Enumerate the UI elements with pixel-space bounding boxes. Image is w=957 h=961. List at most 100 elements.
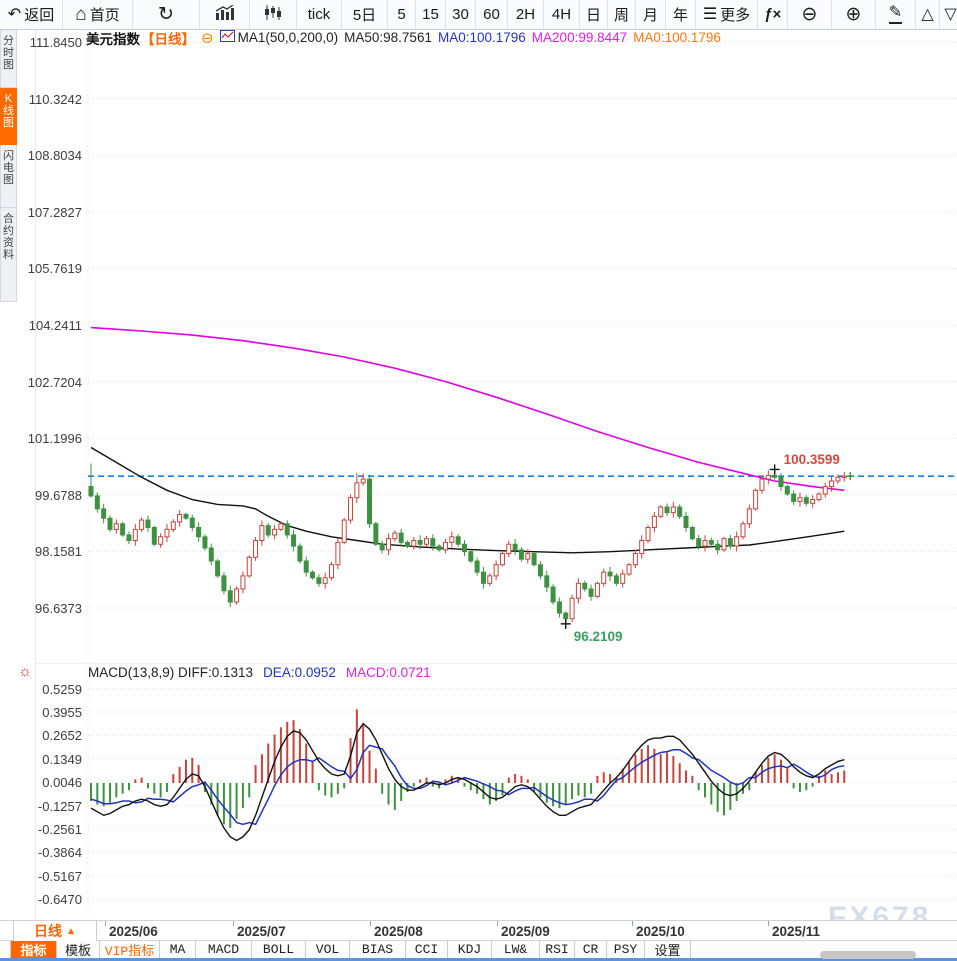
candle-body bbox=[449, 536, 455, 543]
interval-5d-button[interactable]: 5日 bbox=[342, 0, 388, 29]
month-label: 2025/11 bbox=[772, 924, 821, 939]
candle-body bbox=[398, 532, 404, 543]
sidebar-item-1[interactable]: 分时图 bbox=[0, 30, 17, 88]
candlestick-icon bbox=[264, 5, 282, 24]
home-button[interactable]: ⌂ 首页 bbox=[63, 0, 133, 29]
candle-body bbox=[164, 528, 170, 538]
candle-body bbox=[423, 538, 429, 545]
price-axis-label: 110.3242 bbox=[28, 91, 82, 107]
candle-body bbox=[658, 506, 664, 517]
zoom-in-icon: ⊕ bbox=[845, 4, 862, 25]
panel-separator bbox=[36, 663, 957, 664]
triangle-down-button[interactable]: ▽ bbox=[940, 0, 957, 29]
macd-axis-label: -0.3864 bbox=[37, 845, 82, 861]
candle-body bbox=[765, 474, 771, 480]
sidebar-item-3[interactable]: 闪电图 bbox=[0, 145, 17, 208]
indicator-button-BIAS[interactable]: BIAS bbox=[350, 941, 406, 958]
ma-settings-icon[interactable] bbox=[219, 30, 235, 45]
refresh-button[interactable]: ↻ bbox=[133, 0, 200, 29]
sidebar-item-2[interactable]: K线图 bbox=[0, 88, 17, 145]
scrollbar-thumb[interactable] bbox=[820, 951, 916, 959]
indicator-button-CR[interactable]: CR bbox=[575, 941, 607, 958]
macd-axis-label: -0.5167 bbox=[37, 868, 82, 884]
draw-tool-button[interactable]: ✎ bbox=[876, 0, 916, 29]
indicator-button-MA[interactable]: MA bbox=[160, 941, 196, 958]
interval-tick-button[interactable]: tick bbox=[297, 0, 342, 29]
ma200-value: MA200:99.8447 bbox=[531, 30, 628, 45]
interval-5-button[interactable]: 5 bbox=[388, 0, 416, 29]
indicator-fx-button[interactable]: ƒ× bbox=[758, 0, 788, 29]
interval-week-button[interactable]: 周 bbox=[608, 0, 636, 29]
candle-body bbox=[436, 545, 442, 551]
candle-body bbox=[740, 523, 746, 538]
candle-body bbox=[278, 523, 284, 530]
candle-body bbox=[816, 493, 822, 501]
interval-30-button[interactable]: 30 bbox=[446, 0, 476, 29]
candle-body bbox=[455, 536, 461, 545]
interval-year-button-label: 年 bbox=[672, 7, 688, 24]
symbol-title: 美元指数 bbox=[86, 31, 140, 47]
candle-body bbox=[202, 536, 208, 549]
zoom-out-button[interactable]: ⊖ bbox=[788, 0, 832, 29]
candle-body bbox=[575, 582, 581, 599]
candle-body bbox=[683, 515, 689, 528]
candle-body bbox=[335, 541, 341, 566]
candle-body bbox=[316, 577, 322, 584]
zoom-in-button[interactable]: ⊕ bbox=[832, 0, 876, 29]
triangle-up-button[interactable]: △ bbox=[916, 0, 940, 29]
month-label: 2025/08 bbox=[374, 924, 423, 939]
interval-month-button[interactable]: 月 bbox=[636, 0, 666, 29]
candle-body bbox=[113, 523, 119, 530]
collapse-circle-icon[interactable]: ⊖ bbox=[201, 29, 214, 47]
candle-body bbox=[120, 523, 126, 536]
candle-body bbox=[582, 582, 588, 590]
sidebar-item-4[interactable]: 合约资料 bbox=[0, 208, 17, 302]
indicator-button-设置[interactable]: 设置 bbox=[645, 941, 691, 959]
candle-body bbox=[392, 532, 398, 540]
indicator-button-指标[interactable]: 指标 bbox=[10, 941, 57, 959]
candle-body bbox=[272, 528, 278, 536]
macd-settings-icon[interactable]: ☼ bbox=[18, 663, 32, 680]
back-button[interactable]: ↶ 返回 bbox=[0, 0, 63, 29]
indicator-button-LW&[interactable]: LW& bbox=[492, 941, 540, 958]
indicator-button-BOLL[interactable]: BOLL bbox=[252, 941, 306, 958]
candle-body bbox=[664, 506, 670, 514]
candlestick-button[interactable] bbox=[250, 0, 297, 29]
indicator-button-RSI[interactable]: RSI bbox=[540, 941, 575, 958]
candle-body bbox=[88, 486, 94, 497]
interval-30-button-label: 30 bbox=[452, 6, 469, 23]
chart-header: 美元指数 【日线】 ⊖ MA1(50,0,200,0) MA50:98.7561 … bbox=[86, 29, 721, 47]
macd-axis-label: 0.0046 bbox=[42, 775, 82, 791]
price-axis-label: 108.8034 bbox=[27, 148, 82, 164]
month-tick bbox=[370, 921, 371, 926]
more-button[interactable]: ☰ 更多 bbox=[696, 0, 758, 29]
macd-axis-label: 0.2652 bbox=[42, 728, 82, 744]
interval-day-button[interactable]: 日 bbox=[580, 0, 608, 29]
macd-header: MACD(13,8,9) DIFF:0.1313 DEA:0.0952 MACD… bbox=[88, 665, 431, 680]
indicator-button-CCI[interactable]: CCI bbox=[406, 941, 448, 958]
candle-body bbox=[373, 523, 379, 545]
candle-body bbox=[727, 538, 733, 547]
column-chart-icon bbox=[215, 4, 235, 24]
candle-body bbox=[620, 573, 626, 584]
indicator-button-KDJ[interactable]: KDJ bbox=[448, 941, 492, 958]
price-axis-label: 104.2411 bbox=[28, 317, 82, 333]
candle-body bbox=[303, 560, 309, 573]
indicator-button-VIP指标[interactable]: VIP指标 bbox=[100, 941, 160, 959]
interval-15-button[interactable]: 15 bbox=[416, 0, 446, 29]
candle-body bbox=[784, 486, 790, 495]
period-selector-tab[interactable]: 日线 ▲ bbox=[13, 921, 97, 941]
column-chart-button[interactable] bbox=[200, 0, 250, 29]
interval-60-button[interactable]: 60 bbox=[476, 0, 508, 29]
interval-year-button[interactable]: 年 bbox=[666, 0, 696, 29]
candle-body bbox=[215, 560, 221, 577]
candle-body bbox=[221, 575, 227, 592]
indicator-button-MACD[interactable]: MACD bbox=[196, 941, 252, 958]
interval-2h-button[interactable]: 2H bbox=[508, 0, 544, 29]
indicator-button-VOL[interactable]: VOL bbox=[306, 941, 350, 958]
candle-body bbox=[588, 588, 594, 597]
indicator-button-PSY[interactable]: PSY bbox=[607, 941, 645, 958]
interval-4h-button[interactable]: 4H bbox=[544, 0, 580, 29]
indicator-button-模板[interactable]: 模板 bbox=[57, 941, 100, 959]
